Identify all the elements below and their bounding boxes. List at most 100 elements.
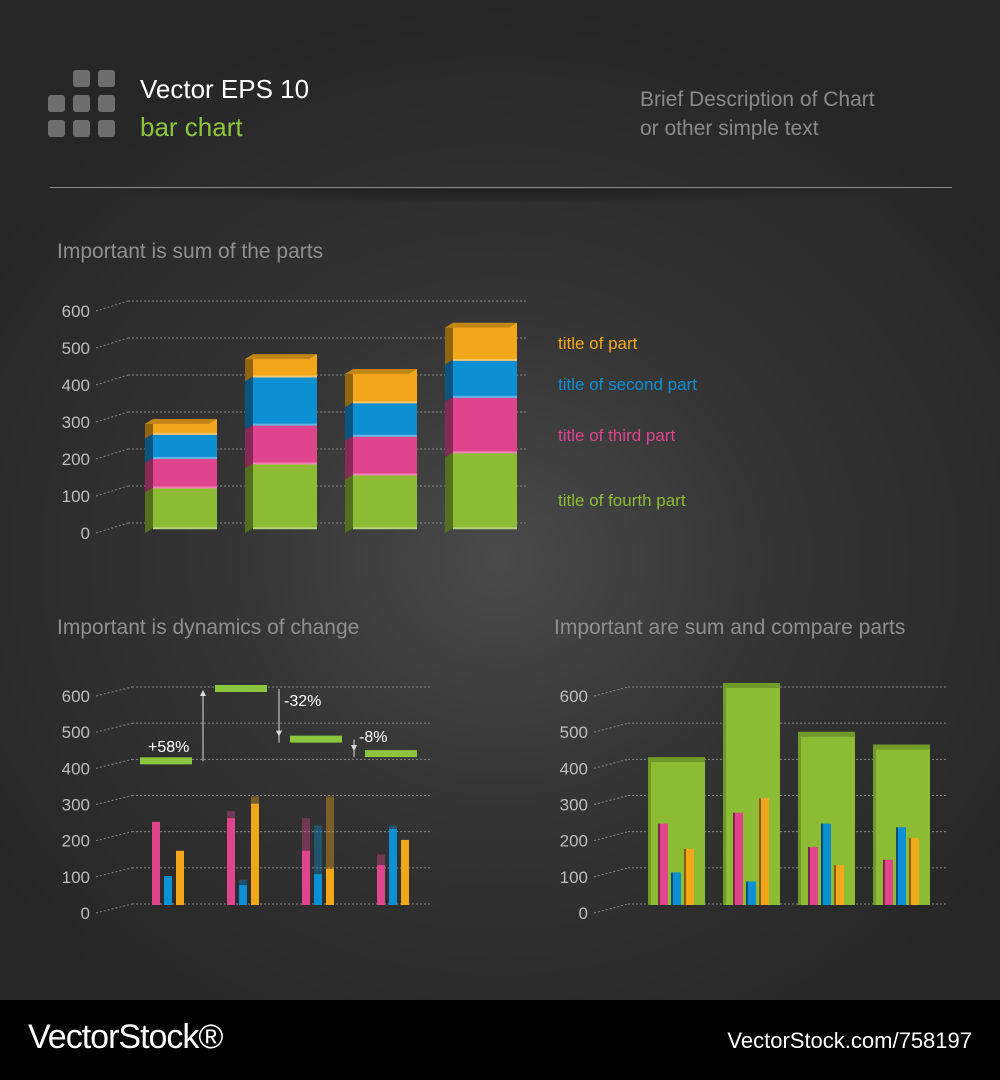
legend-label: title of second part	[558, 375, 697, 394]
bar	[735, 813, 743, 905]
y-tick-label: 100	[560, 868, 588, 887]
footer-bar: VectorStock® VectorStock.com/758197	[0, 1000, 1000, 1080]
bar-segment	[153, 488, 217, 529]
total-marker	[290, 736, 342, 743]
y-tick-label: 400	[560, 759, 588, 778]
grid-slant	[96, 904, 132, 913]
bar	[389, 829, 397, 905]
grid-slant	[96, 687, 132, 696]
bar-segment	[353, 402, 417, 435]
change-label: -32%	[284, 693, 321, 710]
y-tick-label: 500	[62, 723, 90, 742]
bar-side	[345, 369, 353, 407]
infographic-canvas: Vector EPS 10 bar chart Brief Descriptio…	[0, 0, 1000, 1000]
bar-side	[345, 436, 353, 480]
bar-side	[445, 452, 453, 533]
bar-side	[145, 434, 153, 463]
bar	[673, 872, 681, 905]
grid-slant	[96, 832, 132, 841]
bar-segment	[453, 360, 517, 397]
bar-side	[733, 813, 735, 905]
bar-side	[145, 488, 153, 534]
bar-top	[145, 419, 217, 424]
bar	[686, 849, 694, 905]
bar-side	[684, 849, 686, 905]
bar	[302, 851, 310, 905]
bar	[377, 865, 385, 905]
y-tick-label: 100	[62, 487, 90, 506]
y-tick-label: 600	[62, 687, 90, 706]
arrow-head	[351, 745, 357, 751]
total-marker	[140, 757, 192, 764]
y-tick-label: 0	[579, 904, 588, 923]
bar-side	[345, 475, 353, 533]
bar-segment	[253, 463, 317, 528]
bar-side	[883, 860, 885, 905]
image-reference: VectorStock.com/758197	[727, 1028, 972, 1054]
charts-svg: 0 100 200 300 400 500 600 title of part title of…	[0, 0, 1000, 1000]
bar-top	[245, 354, 317, 359]
total-marker	[365, 750, 417, 757]
bar	[314, 874, 322, 905]
bar	[898, 827, 906, 905]
y-tick-label: 600	[560, 687, 588, 706]
y-tick-label: 600	[62, 302, 90, 321]
bar-segment	[153, 458, 217, 488]
grid-slant	[96, 486, 128, 496]
bar	[911, 838, 919, 905]
y-tick-label: 0	[81, 524, 90, 543]
bar	[227, 818, 235, 905]
bar	[836, 865, 844, 905]
grid-slant	[96, 375, 128, 385]
bar-segment	[353, 369, 417, 402]
bar	[239, 885, 247, 905]
legend-label: title of part	[558, 334, 638, 353]
bar-side	[345, 402, 353, 440]
bar	[401, 840, 409, 905]
y-tick-label: 400	[62, 376, 90, 395]
bar-top	[345, 369, 417, 374]
bar-side	[658, 824, 660, 905]
change-label: -8%	[359, 729, 387, 746]
bar-segment	[453, 397, 517, 453]
grid-slant	[96, 412, 128, 422]
arrow-head	[276, 731, 282, 737]
bar	[810, 847, 818, 905]
bar-segment	[353, 475, 417, 529]
grid-slant	[594, 687, 628, 696]
bar	[761, 798, 769, 905]
bar-side	[808, 847, 810, 905]
bar-side	[445, 397, 453, 457]
grid-slant	[594, 868, 628, 877]
bar-side	[245, 463, 253, 533]
grid-slant	[96, 759, 132, 768]
grid-slant	[594, 796, 628, 805]
bar-side	[909, 838, 911, 905]
bar-segment	[153, 434, 217, 458]
change-label: +58%	[148, 739, 189, 756]
y-tick-label: 200	[62, 832, 90, 851]
grid-slant	[96, 301, 128, 311]
grid-slant	[96, 868, 132, 877]
grid-slant	[96, 723, 132, 732]
bar	[152, 822, 160, 905]
y-tick-label: 300	[62, 413, 90, 432]
legend-label: title of third part	[558, 426, 675, 445]
total-marker	[215, 685, 267, 692]
y-tick-label: 200	[62, 450, 90, 469]
grid-slant	[96, 523, 128, 533]
grid-slant	[96, 338, 128, 348]
bar	[164, 876, 172, 905]
grid-slant	[96, 796, 132, 805]
y-tick-label: 500	[560, 723, 588, 742]
bar-side	[245, 377, 253, 430]
bar-segment	[253, 425, 317, 464]
bar	[660, 824, 668, 905]
grid-slant	[96, 449, 128, 459]
bar-side	[834, 865, 836, 905]
bar	[176, 851, 184, 905]
bar-segment	[453, 323, 517, 360]
bar-side	[746, 881, 748, 905]
grid-slant	[594, 832, 628, 841]
vectorstock-logo: VectorStock®	[28, 1018, 222, 1057]
